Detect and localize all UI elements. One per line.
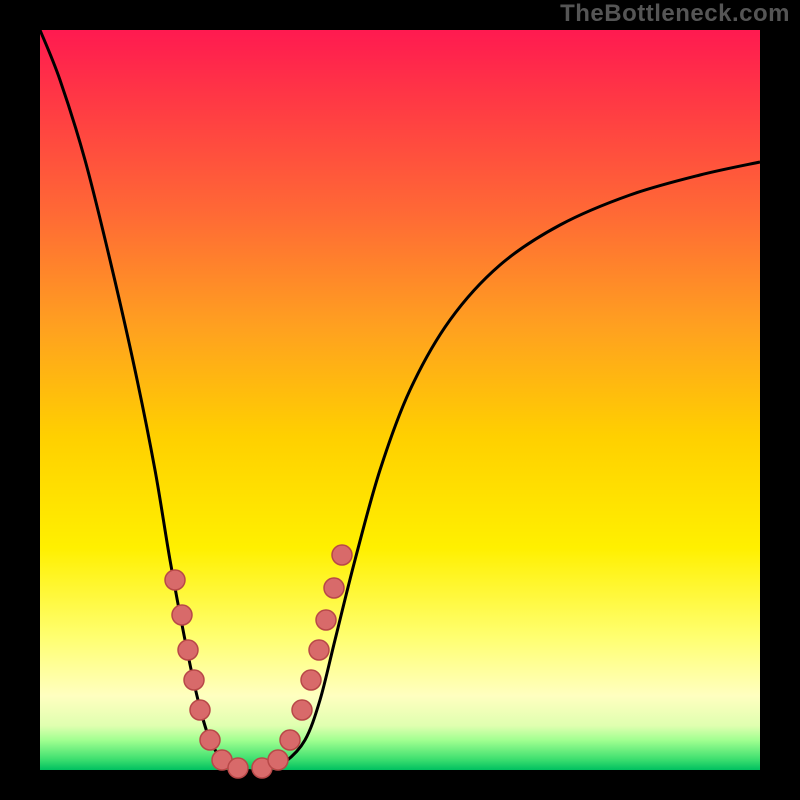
watermark-text: TheBottleneck.com	[560, 0, 790, 28]
data-marker	[184, 670, 204, 690]
data-marker	[268, 750, 288, 770]
data-marker	[172, 605, 192, 625]
data-marker	[228, 758, 248, 778]
data-marker	[324, 578, 344, 598]
plot-background	[40, 30, 760, 770]
data-marker	[165, 570, 185, 590]
data-marker	[316, 610, 336, 630]
data-marker	[178, 640, 198, 660]
data-marker	[292, 700, 312, 720]
data-marker	[301, 670, 321, 690]
data-marker	[309, 640, 329, 660]
data-marker	[200, 730, 220, 750]
chart-svg	[0, 0, 800, 800]
data-marker	[190, 700, 210, 720]
chart-container: TheBottleneck.com	[0, 0, 800, 800]
data-marker	[280, 730, 300, 750]
data-marker	[332, 545, 352, 565]
